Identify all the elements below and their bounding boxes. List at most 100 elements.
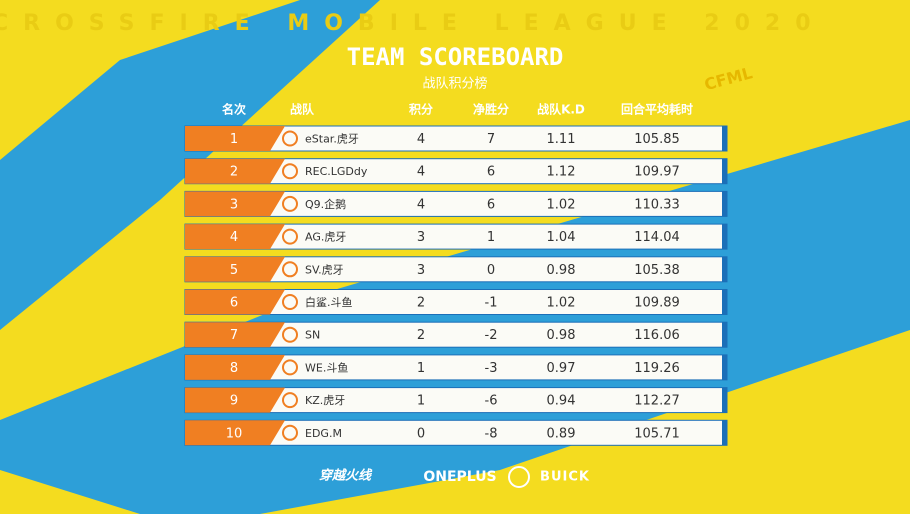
cell: 0.94 (547, 394, 576, 409)
cell: 1.02 (547, 296, 576, 311)
cell: 1.04 (547, 230, 576, 245)
rank-cell (185, 126, 285, 151)
row-edge (722, 126, 727, 151)
sponsor: 穿越火线 (319, 468, 373, 484)
cell: 4 (417, 165, 425, 180)
rank: 6 (230, 296, 238, 311)
cell: -2 (485, 328, 498, 343)
team-logo (282, 392, 298, 409)
row-edge (722, 289, 727, 315)
rank: 7 (230, 328, 238, 343)
cell: 109.97 (634, 165, 680, 180)
cell: 0.98 (547, 263, 576, 278)
rank: 10 (226, 426, 243, 441)
cell: 白鲨.斗鱼 (305, 295, 353, 309)
cell: Q9.企鹅 (305, 197, 346, 211)
cell: -3 (485, 361, 498, 376)
cell: 1 (417, 394, 425, 409)
cell: 4 (417, 197, 425, 212)
cell: 2 (417, 296, 425, 311)
rank-cell (185, 289, 285, 315)
row-edge (722, 354, 727, 380)
cell: 1.11 (547, 132, 576, 147)
rank-cell (185, 420, 285, 446)
row-edge (722, 387, 727, 413)
cell: 0 (417, 426, 425, 441)
team-logo (282, 261, 298, 278)
league-name: CROSSFIRE MOBILE LEAGUE 2020 (0, 11, 826, 36)
row-edge (722, 158, 727, 184)
row-edge (722, 224, 727, 250)
cell: KZ.虎牙 (305, 394, 345, 407)
rank: 8 (230, 361, 238, 376)
cell: eStar.虎牙 (305, 133, 359, 146)
rank: 4 (230, 230, 238, 245)
cell: 3 (417, 230, 425, 245)
cell: 112.27 (634, 394, 680, 409)
cell: 0.97 (547, 361, 576, 376)
rank-cell (185, 387, 285, 413)
cell: WE.斗鱼 (305, 360, 348, 374)
cell: 6 (487, 197, 495, 212)
rank-cell (185, 224, 285, 250)
cell: 0 (487, 263, 495, 278)
team-logo (282, 424, 298, 441)
title: TEAM SCOREBOARD (347, 43, 564, 71)
column-header: 积分 (409, 102, 433, 117)
team-logo (282, 294, 298, 310)
team-logo (282, 228, 298, 245)
team-logo (282, 359, 298, 376)
cell: 1.02 (547, 197, 576, 212)
rank-cell (185, 354, 285, 380)
column-header: 名次 (222, 102, 246, 117)
rank: 9 (230, 394, 238, 409)
rank: 1 (230, 132, 238, 147)
rank-cell (185, 158, 285, 184)
cell: REC.LGDdy (305, 165, 368, 178)
yellow-corner (0, 470, 140, 514)
team-logo (282, 195, 298, 212)
cell: SN (305, 329, 320, 342)
cell: -6 (485, 394, 498, 409)
column-header: 战队 (290, 102, 315, 117)
row-edge (722, 191, 727, 217)
cell: 114.04 (634, 230, 680, 245)
cell: 116.06 (634, 328, 680, 343)
buick-emblem (508, 466, 530, 488)
cell: 109.89 (634, 296, 680, 311)
column-header: 净胜分 (473, 102, 509, 117)
cell: 7 (487, 132, 495, 147)
cell: 6 (487, 165, 495, 180)
rank: 5 (230, 263, 238, 278)
cell: 1 (487, 230, 495, 245)
cell: 110.33 (634, 197, 680, 212)
rank: 2 (230, 165, 238, 180)
row-edge (722, 256, 727, 282)
sponsor: BUICK (540, 470, 590, 485)
subtitle: 战队积分榜 (422, 76, 487, 92)
sponsor: ONEPLUS (423, 469, 496, 485)
cell: 1.12 (547, 165, 576, 180)
cell: 119.26 (634, 361, 680, 376)
row-edge (722, 420, 727, 446)
rank: 3 (230, 197, 238, 212)
cell: 105.85 (634, 132, 680, 147)
blue-band (0, 120, 910, 514)
team-logo (282, 326, 298, 343)
team-logo (282, 130, 298, 147)
row-edge (722, 322, 727, 348)
cell: 1 (417, 361, 425, 376)
team-logo (282, 163, 298, 180)
cell: 0.98 (547, 328, 576, 343)
cell: EDG.M (305, 427, 342, 440)
cell: 105.71 (634, 426, 680, 441)
cell: 2 (417, 328, 425, 343)
cell: SV.虎牙 (305, 263, 344, 276)
cell: -1 (485, 296, 498, 311)
cell: AG.虎牙 (305, 231, 346, 244)
column-header: 战队K.D (537, 102, 585, 117)
rank-cell (185, 256, 285, 282)
cell: 0.89 (547, 426, 576, 441)
